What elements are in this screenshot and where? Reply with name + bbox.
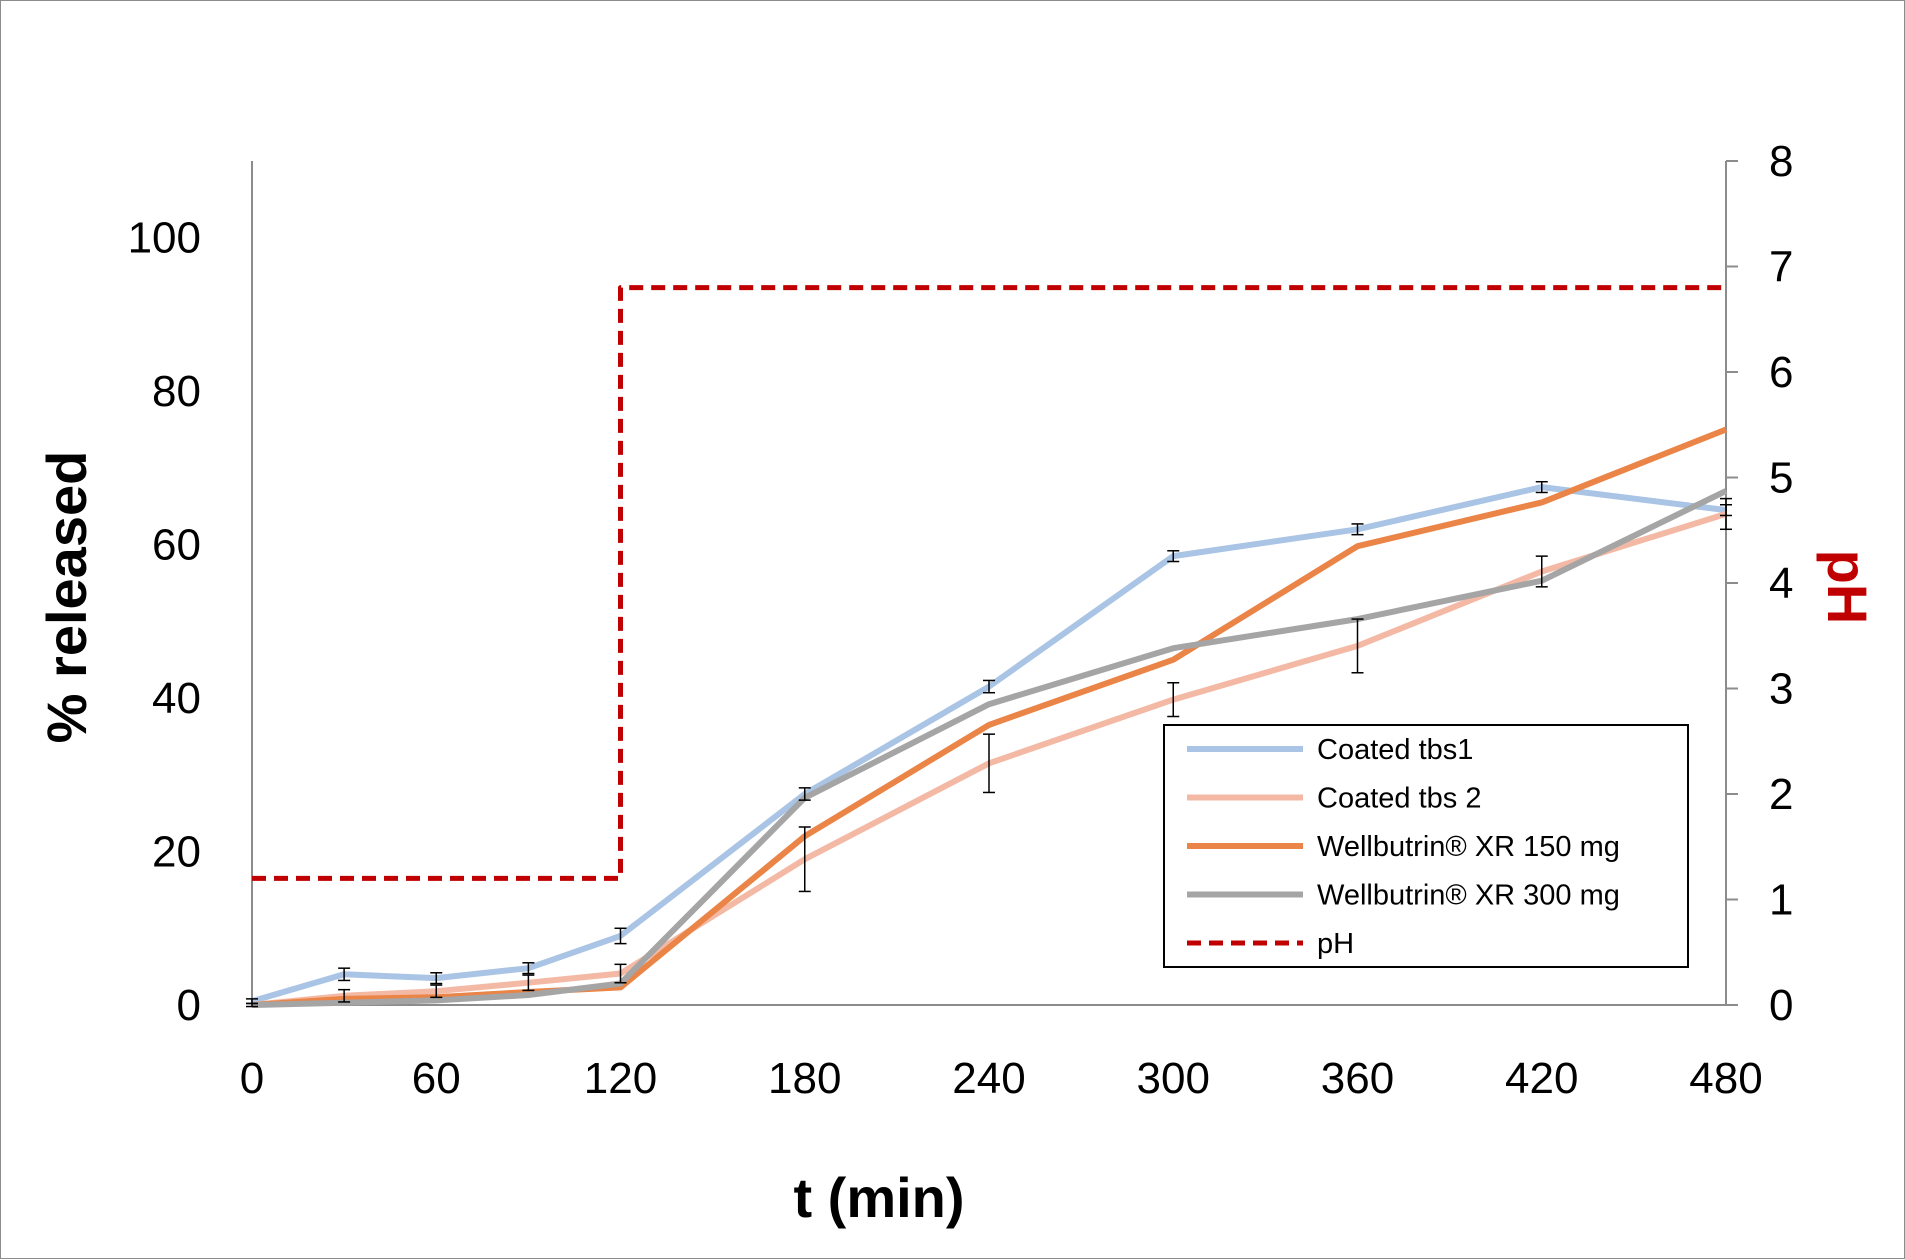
y2-tick-label: 1	[1769, 876, 1793, 925]
y-tick-label: 40	[152, 674, 201, 723]
legend: Coated tbs1 Coated tbs 2 Wellbutrin® XR 15…	[1163, 724, 1689, 968]
error-bar	[798, 826, 811, 893]
y2-tick-label: 6	[1769, 348, 1793, 397]
error-bar	[798, 787, 811, 801]
error-bar	[1720, 497, 1732, 531]
error-bar	[246, 1002, 258, 1008]
x-axis-title: t (min)	[793, 1166, 964, 1229]
y2-tick-marks	[1726, 160, 1738, 1006]
error-bar	[338, 988, 351, 1003]
y2-tick-label: 4	[1769, 559, 1793, 608]
x-tick-label: 240	[952, 1054, 1025, 1103]
y-tick-label: 20	[152, 828, 201, 877]
x-tick-label: 120	[584, 1054, 657, 1103]
y-tick-label: 60	[152, 521, 201, 570]
y2-tick-label: 8	[1769, 137, 1793, 186]
error-bar	[614, 963, 627, 984]
legend-label: Wellbutrin® XR 300 mg	[1317, 880, 1620, 912]
legend-label: Coated tbs 2	[1317, 783, 1481, 815]
y2-axis-title: pH	[1816, 550, 1879, 625]
x-tick-label: 480	[1689, 1054, 1762, 1103]
y-tick-labels: 0 20 40 60 80 100	[128, 214, 201, 1030]
y-axis-title: % released	[35, 451, 98, 744]
error-bar	[983, 679, 995, 694]
x-tick-label: 360	[1321, 1054, 1394, 1103]
y-tick-label: 0	[177, 981, 201, 1030]
error-bar	[983, 733, 995, 794]
error-bar	[430, 984, 443, 999]
y2-tick-label: 5	[1769, 454, 1793, 503]
x-tick-label: 60	[412, 1054, 461, 1103]
y2-tick-label: 3	[1769, 665, 1793, 714]
error-bars	[246, 480, 1732, 1008]
y2-tick-label: 7	[1769, 243, 1793, 292]
legend-label: Coated tbs1	[1317, 734, 1473, 766]
error-bar	[430, 972, 443, 985]
y2-tick-labels: 0 1 2 3 4 5 6 7 8	[1769, 137, 1793, 1030]
y-tick-label: 100	[128, 214, 201, 263]
x-tick-label: 180	[768, 1054, 841, 1103]
x-tick-label: 300	[1137, 1054, 1210, 1103]
error-bar	[522, 962, 535, 975]
error-bar	[1351, 523, 1364, 536]
y2-tick-label: 2	[1769, 770, 1793, 819]
y2-tick-label: 0	[1769, 981, 1793, 1030]
error-bar	[522, 974, 535, 992]
x-tick-labels: 0 60 120 180 240 300 360 420 480	[240, 1054, 1763, 1103]
error-bar	[1351, 618, 1364, 674]
error-bar	[614, 927, 627, 945]
error-bar	[338, 967, 351, 982]
legend-label: Wellbutrin® XR 150 mg	[1317, 831, 1620, 863]
error-bar	[1535, 555, 1548, 588]
y-tick-label: 80	[152, 367, 201, 416]
x-tick-label: 0	[240, 1054, 264, 1103]
error-bar	[1167, 550, 1180, 563]
error-bar	[1167, 681, 1180, 718]
series-line	[252, 285, 1726, 881]
error-bar	[1535, 480, 1548, 494]
legend-label: pH	[1317, 928, 1354, 960]
x-tick-label: 420	[1505, 1054, 1578, 1103]
